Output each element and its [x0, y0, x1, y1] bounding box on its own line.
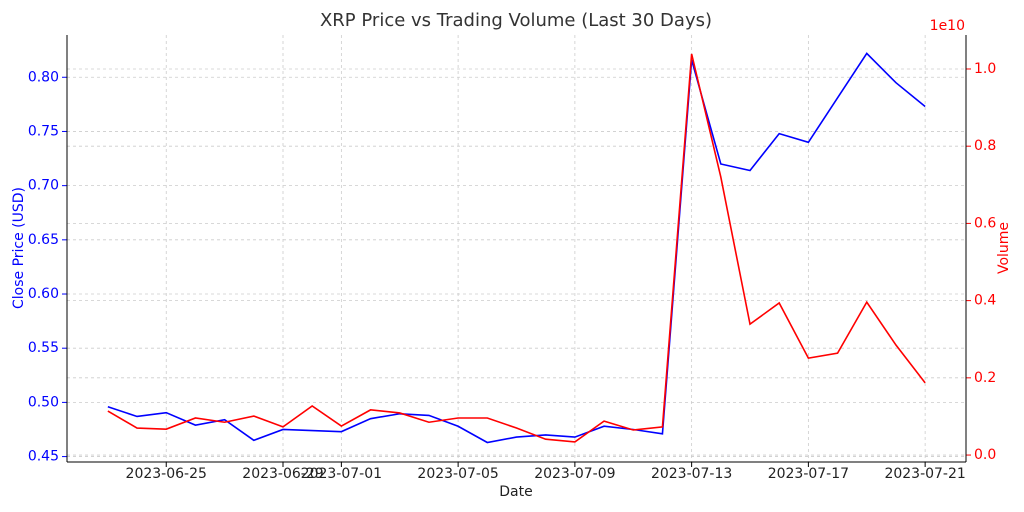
y-tick-label: 0.65 — [28, 232, 59, 248]
x-axis-label: Date — [499, 484, 532, 500]
y2-tick-label: 1.0 — [974, 61, 996, 77]
y-tick-label: 0.80 — [28, 69, 59, 85]
y-axis-label: Close Price (USD) — [11, 187, 27, 309]
y-tick-label: 0.45 — [28, 449, 59, 465]
y-tick-label: 0.75 — [28, 123, 59, 139]
x-tick-label: 2023-06-25 — [126, 466, 207, 482]
x-tick-label: 2023-07-17 — [768, 466, 849, 482]
y-tick-label: 0.70 — [28, 178, 59, 194]
x-tick-label: 2023-07-09 — [534, 466, 615, 482]
x-tick-label: 2023-06-29 — [242, 466, 323, 482]
y-tick-label: 0.50 — [28, 394, 59, 410]
x-tick-label: 2023-07-21 — [884, 466, 965, 482]
y-tick-label: 0.60 — [28, 286, 59, 302]
x-tick-label: 2023-07-05 — [417, 466, 498, 482]
y2-offset-label: 1e10 — [930, 18, 965, 34]
y2-tick-label: 0.8 — [974, 138, 996, 154]
x-tick-label: 2023-07-13 — [651, 466, 732, 482]
y2-axis-label: Volume — [996, 222, 1012, 274]
x-tick-label: 2023-07-01 — [301, 466, 382, 482]
series-line — [107, 53, 926, 443]
y-tick-label: 0.55 — [28, 340, 59, 356]
series-line — [107, 52, 926, 444]
y2-tick-label: 0.4 — [974, 293, 996, 309]
y2-tick-label: 0.0 — [974, 447, 996, 463]
chart-title: XRP Price vs Trading Volume (Last 30 Day… — [320, 10, 712, 31]
y2-tick-label: 0.6 — [974, 215, 996, 231]
y2-tick-label: 0.2 — [974, 370, 996, 386]
